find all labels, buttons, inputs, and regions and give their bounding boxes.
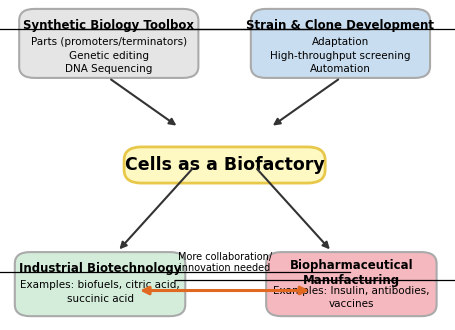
Text: Industrial Biotechnology: Industrial Biotechnology [19, 262, 181, 275]
Text: vaccines: vaccines [329, 299, 374, 310]
Text: Genetic editing: Genetic editing [69, 50, 149, 61]
Text: Synthetic Biology Toolbox: Synthetic Biology Toolbox [23, 19, 194, 32]
Text: High-throughput screening: High-throughput screening [270, 50, 411, 61]
Text: Examples: biofuels, citric acid,: Examples: biofuels, citric acid, [20, 280, 180, 290]
Text: succinic acid: succinic acid [66, 294, 134, 304]
Text: Biopharmaceutical
Manufacturing: Biopharmaceutical Manufacturing [289, 259, 413, 287]
Text: Examples: Insulin, antibodies,: Examples: Insulin, antibodies, [273, 285, 430, 296]
Text: Automation: Automation [310, 64, 371, 75]
FancyBboxPatch shape [15, 252, 185, 316]
FancyBboxPatch shape [124, 147, 325, 183]
Text: DNA Sequencing: DNA Sequencing [65, 64, 152, 75]
Text: Cells as a Biofactory: Cells as a Biofactory [125, 156, 324, 174]
Text: More collaboration/
innovation needed: More collaboration/ innovation needed [177, 252, 272, 274]
Text: Adaptation: Adaptation [312, 37, 369, 47]
Text: Parts (promoters/terminators): Parts (promoters/terminators) [31, 37, 187, 47]
Text: Strain & Clone Development: Strain & Clone Development [247, 19, 435, 32]
FancyBboxPatch shape [19, 9, 198, 78]
FancyBboxPatch shape [251, 9, 430, 78]
FancyBboxPatch shape [266, 252, 437, 316]
